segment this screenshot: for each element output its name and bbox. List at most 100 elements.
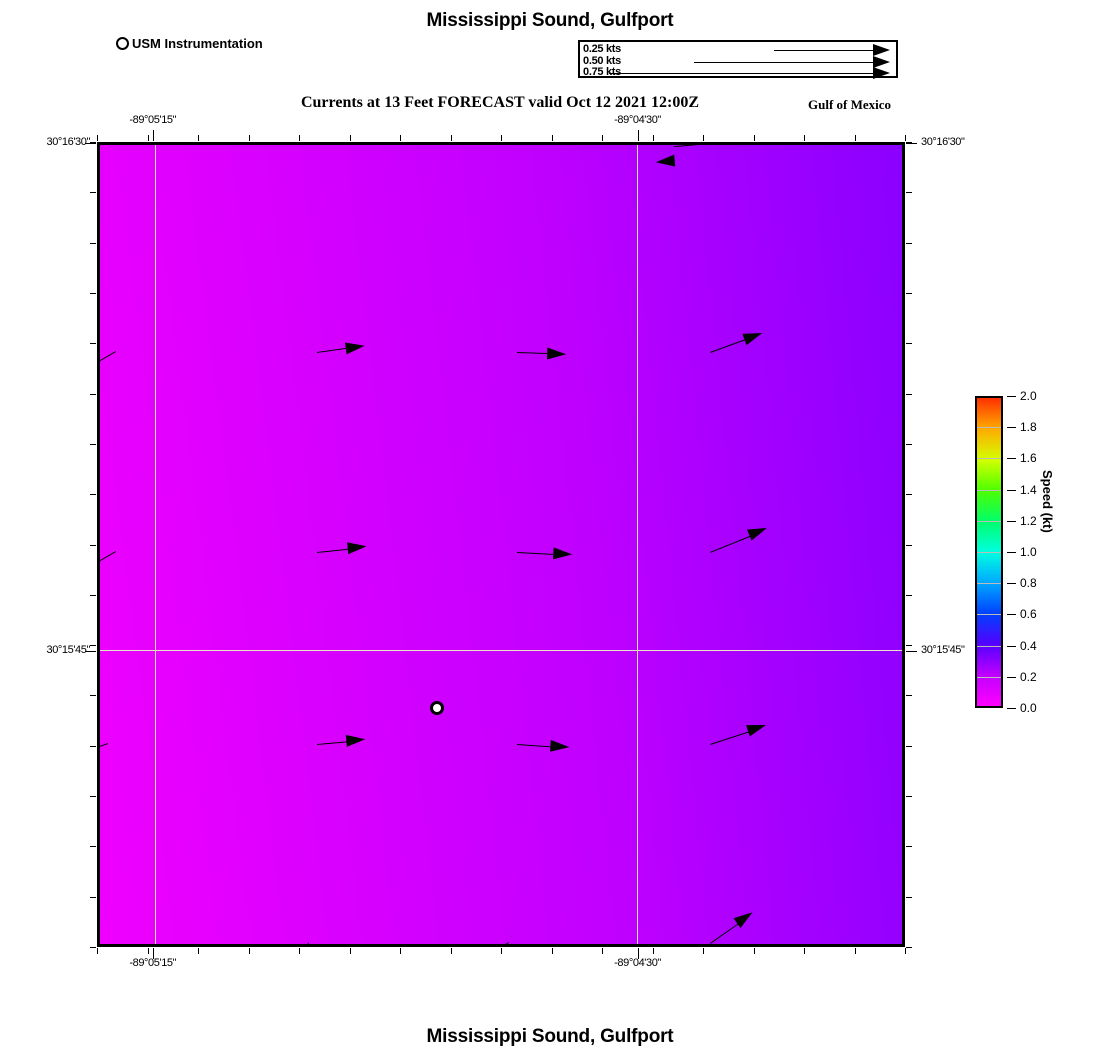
tick-major-bottom bbox=[152, 948, 154, 959]
tick-bottom bbox=[450, 948, 452, 954]
region-label: Gulf of Mexico bbox=[808, 97, 892, 112]
tick-major-top bbox=[152, 130, 154, 141]
tick-right bbox=[906, 796, 912, 798]
colorbar-tick bbox=[1007, 676, 1016, 678]
scale-legend-row: 0.50 kts bbox=[580, 54, 896, 68]
tick-major-left bbox=[85, 650, 96, 652]
colorbar-tick bbox=[1007, 427, 1016, 429]
tick-top bbox=[804, 135, 805, 141]
colorbar-tick-label: 1.0 bbox=[1020, 545, 1037, 559]
tick-right bbox=[906, 645, 912, 647]
colorbar-inner-tick bbox=[977, 552, 1001, 553]
colorbar-inner-tick bbox=[977, 427, 1001, 429]
scale-legend-label: 0.75 kts bbox=[583, 66, 621, 78]
colorbar-tick bbox=[1007, 520, 1016, 522]
vector-arrowhead bbox=[553, 547, 573, 561]
colorbar-title: Speed (kt) bbox=[1040, 470, 1055, 533]
usm-instrumentation-legend: USM Instrumentation bbox=[116, 36, 263, 51]
tick-top bbox=[652, 135, 654, 141]
tick-top bbox=[400, 135, 401, 141]
tick-left bbox=[90, 393, 96, 395]
tick-bottom bbox=[349, 948, 351, 954]
vector-arrowhead bbox=[345, 733, 366, 748]
colorbar-inner-tick bbox=[977, 520, 1001, 522]
speed-field-raster bbox=[100, 145, 902, 944]
tick-bottom bbox=[551, 948, 553, 954]
tick-right bbox=[906, 594, 912, 596]
x-axis-label-top: -89°05'15" bbox=[129, 114, 177, 126]
gridline-vertical bbox=[636, 145, 638, 944]
tick-right bbox=[906, 846, 912, 848]
tick-top bbox=[450, 135, 452, 141]
tick-major-right bbox=[906, 650, 917, 652]
footer-title: Mississippi Sound, Gulfport bbox=[426, 1026, 674, 1047]
tick-top bbox=[551, 135, 553, 141]
tick-major-left bbox=[85, 143, 96, 144]
tick-top bbox=[147, 135, 149, 141]
colorbar-inner-tick bbox=[977, 458, 1001, 460]
vector-arrowhead bbox=[654, 154, 675, 169]
colorbar-tick bbox=[1007, 708, 1016, 709]
tick-left bbox=[90, 796, 96, 798]
tick-right bbox=[906, 142, 912, 143]
scale-legend-shaft bbox=[774, 50, 874, 51]
tick-right bbox=[906, 192, 912, 194]
colorbar-tick-label: 0.0 bbox=[1020, 701, 1037, 715]
x-axis-label-bottom: -89°05'15" bbox=[129, 957, 177, 969]
colorbar-tick-label: 0.4 bbox=[1020, 638, 1037, 653]
tick-bottom bbox=[400, 948, 401, 954]
vector-arrowhead bbox=[344, 339, 365, 355]
tick-top bbox=[349, 135, 351, 141]
tick-top bbox=[602, 135, 603, 141]
tick-major-top bbox=[637, 130, 639, 141]
tick-left bbox=[90, 594, 96, 596]
tick-bottom bbox=[905, 948, 906, 954]
y-axis-label-left: 30°15'45" bbox=[46, 643, 90, 656]
tick-right bbox=[906, 393, 912, 395]
vector-shaft bbox=[97, 943, 100, 947]
tick-bottom bbox=[804, 948, 805, 954]
scale-legend-shaft bbox=[694, 61, 874, 63]
tick-left bbox=[90, 142, 96, 143]
colorbar-tick bbox=[1007, 396, 1016, 397]
tick-bottom bbox=[703, 948, 704, 954]
tick-bottom bbox=[501, 948, 502, 954]
colorbar-tick-label: 0.6 bbox=[1020, 607, 1037, 622]
gridline-horizontal bbox=[100, 649, 902, 651]
tick-top bbox=[854, 135, 856, 141]
scale-legend-arrowhead bbox=[873, 44, 890, 56]
colorbar-inner-tick bbox=[977, 645, 1001, 647]
colorbar-tick-label: 2.0 bbox=[1020, 389, 1037, 403]
vector-scale-legend: 0.25 kts 0.50 kts 0.75 kts bbox=[578, 40, 898, 79]
tick-right bbox=[906, 947, 912, 948]
tick-major-right bbox=[906, 143, 917, 144]
tick-right bbox=[906, 695, 912, 697]
colorbar-tick bbox=[1007, 583, 1016, 585]
scale-legend-label: 0.50 kts bbox=[583, 54, 621, 67]
tick-left bbox=[90, 745, 96, 747]
y-axis-label-left: 30°16'30" bbox=[46, 136, 90, 148]
tick-left bbox=[90, 443, 96, 445]
colorbar-tick bbox=[1007, 645, 1016, 647]
tick-bottom bbox=[147, 948, 149, 954]
tick-right bbox=[906, 896, 912, 898]
vector-arrowhead bbox=[549, 740, 570, 754]
tick-top bbox=[198, 135, 199, 141]
scale-legend-arrowhead bbox=[873, 67, 890, 79]
colorbar-inner-tick bbox=[977, 614, 1001, 616]
tick-top bbox=[905, 135, 906, 141]
tick-bottom bbox=[198, 948, 199, 954]
tick-bottom bbox=[753, 948, 755, 954]
scale-legend-row: 0.25 kts bbox=[580, 43, 896, 56]
colorbar: 2.0 1.8 1.6 1.4 1.2 1.0 0.8 0.6 0.4 0.2 0.0 bbox=[975, 389, 1037, 715]
tick-right bbox=[906, 343, 912, 345]
tick-bottom bbox=[652, 948, 654, 954]
tick-left bbox=[90, 846, 96, 848]
tick-left bbox=[90, 242, 96, 244]
current-map-plot bbox=[97, 142, 905, 947]
usm-legend-label: USM Instrumentation bbox=[132, 36, 263, 51]
tick-bottom bbox=[602, 948, 603, 954]
tick-right bbox=[906, 745, 912, 747]
tick-left bbox=[90, 494, 96, 496]
tick-right bbox=[906, 292, 912, 294]
